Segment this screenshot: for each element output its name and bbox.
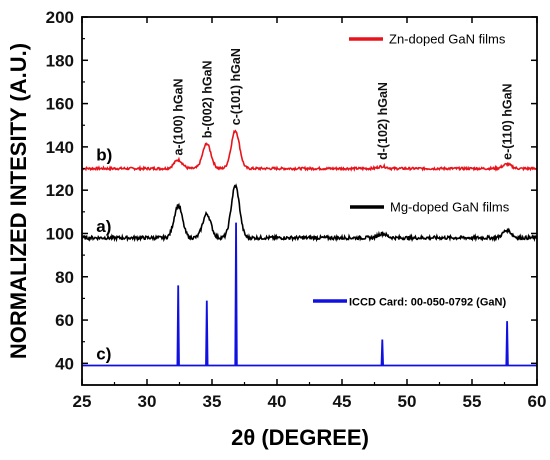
x-tick-label: 60 [528, 392, 547, 411]
legend-label-0: Zn-doped GaN films [389, 32, 506, 47]
peak-label-2: c-(101) hGaN [229, 48, 243, 125]
y-tick-label: 100 [46, 224, 74, 243]
x-tick-label: 45 [333, 392, 352, 411]
trace-label-a: a) [96, 217, 111, 236]
x-tick-label: 40 [268, 392, 287, 411]
trace-label-b: b) [96, 145, 112, 164]
x-tick-label: 25 [73, 392, 92, 411]
axes: 25 30 35 40 45 50 55 60 40 60 80 100 120 140 160 180 200 [46, 8, 547, 411]
x-tick-label: 30 [138, 392, 157, 411]
legend-label-2: ICCD Card: 00-050-0792 (GaN) [349, 297, 506, 309]
peak-label-4: e-(110) hGaN [501, 83, 515, 159]
peak-label-1: b-(002) hGaN [200, 60, 214, 138]
trace-label-c: c) [96, 345, 111, 364]
peak-label-3: d-(102) hGaN [376, 82, 390, 160]
series-line-zn-doped [81, 129, 538, 172]
y-tick-label: 60 [55, 311, 74, 330]
plot-area: b) a) c) a-(100) hGaN b-(002) hGaN c-(101) hG… [81, 32, 538, 367]
y-tick-label: 120 [46, 181, 74, 200]
legend-label-1: Mg-doped GaN films [390, 200, 510, 215]
series-line-iccd-card [82, 222, 537, 367]
x-tick-label: 35 [203, 392, 222, 411]
x-tick-label: 55 [463, 392, 482, 411]
y-tick-label: 180 [46, 51, 74, 70]
y-tick-label: 40 [55, 354, 74, 373]
x-axis-title: 2θ (DEGREE) [231, 425, 369, 450]
y-tick-label: 140 [46, 138, 74, 157]
y-axis-title: NORMALIZED INTESITY (A.U.) [6, 43, 31, 359]
x-tick-label: 50 [398, 392, 417, 411]
y-tick-label: 160 [46, 95, 74, 114]
peak-label-0: a-(100) hGaN [172, 78, 186, 155]
y-tick-label: 80 [55, 268, 74, 287]
y-tick-label: 200 [46, 8, 74, 27]
series-line-mg-doped [81, 183, 538, 243]
